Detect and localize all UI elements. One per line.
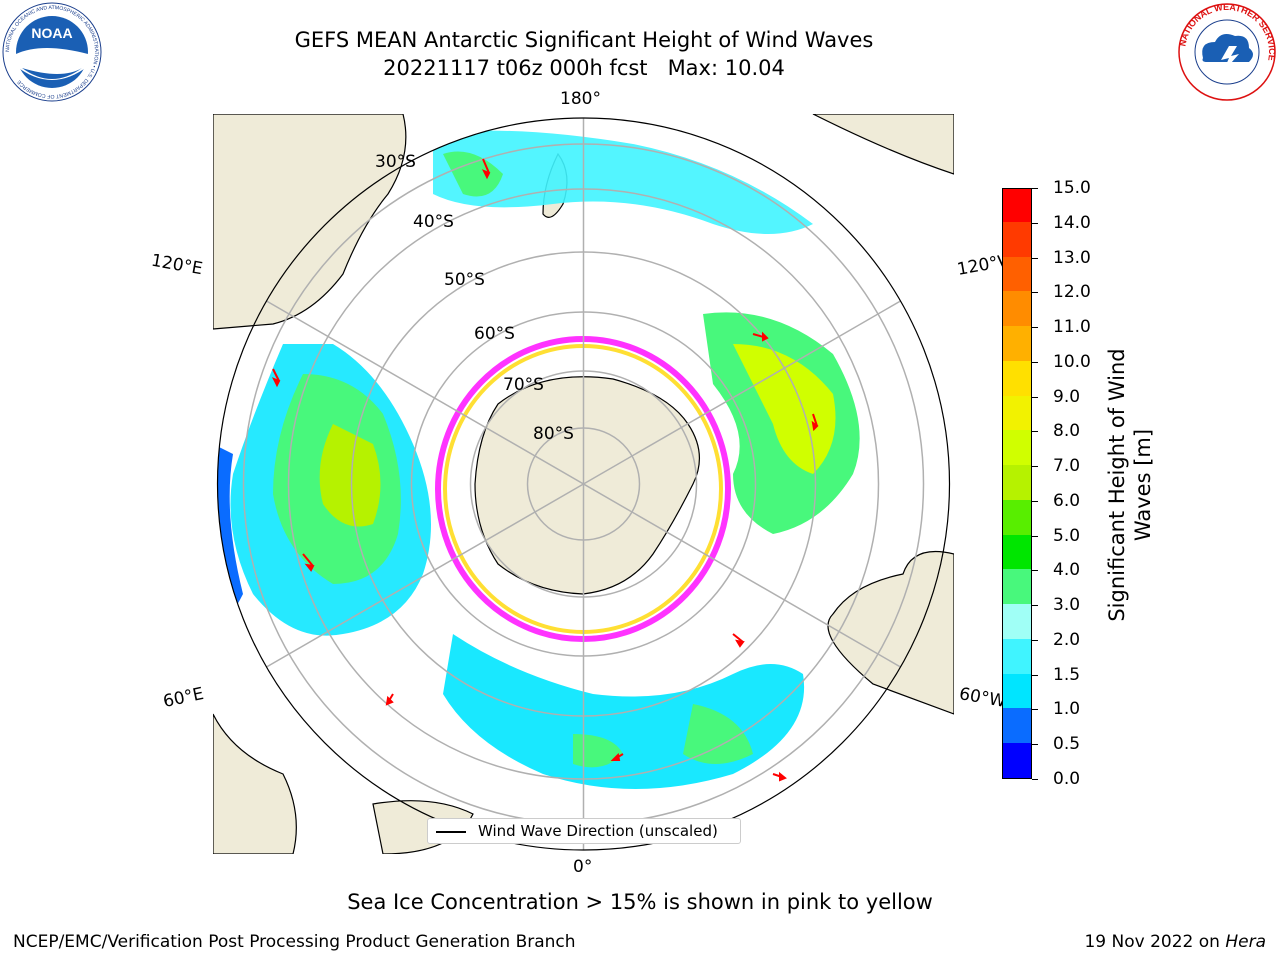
colorbar-tick-label: 4.0 [1053,560,1081,581]
colorbar-tick [1032,744,1038,746]
colorbar-tick [1032,222,1038,224]
map-boundary [216,117,951,851]
colorbar-segment [1003,708,1031,744]
colorbar-segment [1003,534,1031,570]
polar-map [213,114,954,854]
colorbar-tick [1032,361,1038,363]
colorbar-tick-label: 2.0 [1053,629,1081,650]
noaa-logo-text: NOAA [31,25,72,41]
colorbar-segment [1003,290,1031,327]
colorbar-segment [1003,638,1031,674]
lat-label-40s: 40°S [413,212,454,232]
colorbar-tick [1032,535,1038,537]
title-line-2: 20221117 t06z 000h fcst Max: 10.04 [383,56,785,80]
lon-label-120e: 120°E [149,250,205,280]
south-america-tip [827,550,954,715]
lon-label-60e: 60°E [161,683,206,713]
colorbar-tick [1032,779,1038,780]
colorbar-tick [1032,570,1038,572]
lat-label-30s: 30°S [375,152,416,172]
title-line-1: GEFS MEAN Antarctic Significant Height o… [294,28,874,52]
colorbar-tick [1032,639,1038,641]
colorbar-segment [1003,568,1031,605]
colorbar-segment [1003,464,1031,500]
colorbar-segment [1003,325,1031,361]
legend: Wind Wave Direction (unscaled) [427,818,741,844]
colorbar-tick-label: 10.0 [1053,351,1091,372]
colorbar [1002,188,1032,779]
lat-label-60s: 60°S [474,324,515,344]
colorbar-tick [1032,500,1038,502]
colorbar-tick-label: 9.0 [1053,386,1081,407]
colorbar-tick [1032,257,1038,259]
legend-line-sample [436,831,466,833]
colorbar-tick-label: 8.0 [1053,421,1081,442]
colorbar-tick-label: 14.0 [1053,212,1091,233]
noaa-logo: NOAA NATIONAL OCEANIC AND ATMOSPHERIC AD… [2,2,102,102]
lat-label-70s: 70°S [503,375,544,395]
colorbar-segment [1003,429,1031,466]
legend-label: Wind Wave Direction (unscaled) [478,822,718,840]
colorbar-tick [1032,466,1038,468]
colorbar-tick-label: 1.5 [1053,664,1081,685]
colorbar-tick-label: 15.0 [1053,178,1091,198]
credit-text: NCEP/EMC/Verification Post Processing Pr… [13,932,576,952]
colorbar-title: Significant Height of Wind Waves [m] [1105,348,1155,622]
colorbar-tick-label: 12.0 [1053,282,1091,303]
lat-label-50s: 50°S [444,270,485,290]
lon-label-60w: 60°W [957,684,1008,712]
colorbar-tick-label: 7.0 [1053,456,1081,477]
lat-label-80s: 80°S [533,424,574,444]
colorbar-segment [1003,189,1031,222]
colorbar-tick [1032,396,1038,398]
colorbar-segment [1003,395,1031,431]
colorbar-tick [1032,605,1038,607]
wind-arrows [271,158,819,782]
colorbar-tick-label: 5.0 [1053,525,1081,546]
machine-name: Hera [1225,932,1266,952]
wave-field [217,130,860,789]
africa-tip [213,713,297,854]
colorbar-tick-label: 6.0 [1053,490,1081,511]
colorbar-tick-label: 13.0 [1053,247,1091,268]
colorbar-segment [1003,742,1031,778]
colorbar-tick [1032,709,1038,711]
colorbar-tick-label: 11.0 [1053,317,1091,338]
colorbar-tick [1032,431,1038,433]
australia [213,114,407,330]
colorbar-tick-label: 3.0 [1053,595,1081,616]
lon-label-180: 180° [560,89,601,109]
colorbar-segment [1003,499,1031,535]
date-stamp: 19 Nov 2022 on Hera [1084,932,1266,952]
colorbar-segment [1003,673,1031,709]
colorbar-tick [1032,292,1038,294]
graticule [242,118,925,850]
colorbar-tick [1032,327,1038,329]
right-upper-land [812,114,954,175]
lon-label-0: 0° [573,857,593,877]
colorbar-tick-label: 0.5 [1053,734,1081,755]
colorbar-segment [1003,221,1031,257]
colorbar-segment [1003,256,1031,292]
colorbar-tick-label: 1.0 [1053,699,1081,720]
nws-logo: NATIONAL WEATHER SERVICE [1177,2,1277,101]
colorbar-tick-label: 0.0 [1053,769,1081,789]
date-text: 19 Nov 2022 on [1084,932,1226,952]
colorbar-segment [1003,603,1031,639]
sea-ice-note: Sea Ice Concentration > 15% is shown in … [347,890,933,914]
africa-south [372,800,474,854]
colorbar-segment [1003,360,1031,396]
colorbar-tick [1032,674,1038,676]
colorbar-tick [1032,188,1038,189]
